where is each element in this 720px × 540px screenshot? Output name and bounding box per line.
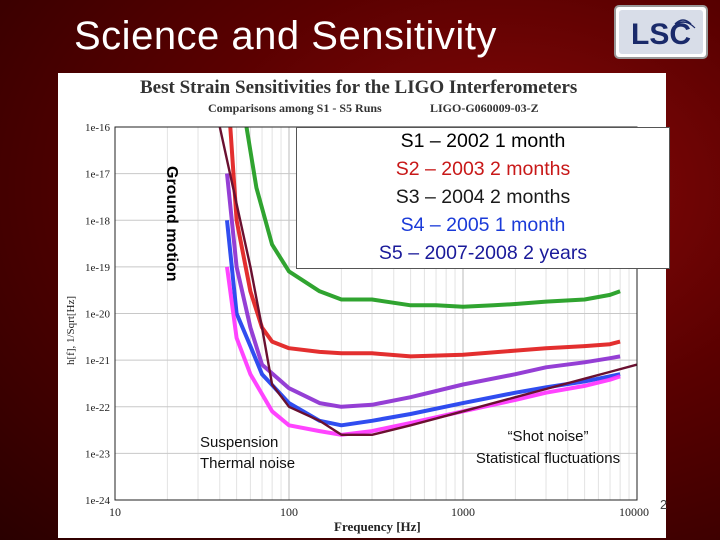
run-s5: S5 – 2007-2008 2 years bbox=[378, 242, 588, 264]
series-s4 bbox=[225, 220, 621, 428]
y-tick-label: 1e-21 bbox=[85, 355, 110, 367]
run-s3: S3 – 2004 2 months bbox=[395, 186, 571, 208]
y-tick-label: 1e-18 bbox=[85, 215, 111, 227]
axis-ticks: 10 100 1000 10000 1e-16 1e-17 1e-18 1e-19 1e-20 1… bbox=[85, 122, 649, 519]
x-tick-label: 100 bbox=[280, 505, 298, 519]
x-tick-label: 10 bbox=[109, 505, 121, 519]
page-number: 2 bbox=[660, 497, 668, 512]
run-s4: S4 – 2005 1 month bbox=[400, 214, 566, 236]
x-tick-label: 10000 bbox=[619, 505, 649, 519]
slide-title: Science and Sensitivity bbox=[74, 14, 497, 58]
shot-noise-line-1: “Shot noise” bbox=[507, 428, 589, 445]
y-tick-label: 1e-22 bbox=[85, 402, 110, 414]
series-s1 bbox=[244, 126, 621, 309]
series-s5 bbox=[225, 266, 621, 437]
shot-noise-line-2: Statistical fluctuations bbox=[475, 450, 621, 467]
series-lines bbox=[218, 126, 638, 437]
shot-noise-label: “Shot noise” Statistical fluctuations bbox=[450, 426, 646, 470]
y-tick-label: 1e-20 bbox=[85, 309, 111, 321]
run-s2: S2 – 2003 2 months bbox=[395, 158, 571, 180]
x-axis-label: Frequency [Hz] bbox=[334, 519, 421, 534]
y-axis-label: h[f], 1/Sqrt[Hz] bbox=[65, 296, 77, 365]
suspension-line-1: Suspension bbox=[200, 434, 279, 451]
chart-title: Best Strain Sensitivities for the LIGO I… bbox=[140, 77, 577, 98]
y-tick-label: 1e-24 bbox=[85, 495, 111, 507]
series-design-curve bbox=[218, 126, 638, 436]
ground-motion-label: Ground motion bbox=[163, 166, 180, 282]
y-tick-label: 1e-17 bbox=[85, 169, 111, 181]
run-s1: S1 – 2002 1 month bbox=[400, 130, 566, 152]
series-s3 bbox=[225, 173, 621, 409]
y-tick-label: 1e-23 bbox=[85, 448, 111, 460]
chart-subtitle: Comparisons among S1 - S5 Runs bbox=[208, 101, 382, 115]
series-s2 bbox=[228, 126, 621, 359]
y-tick-label: 1e-16 bbox=[85, 122, 111, 134]
suspension-line-2: Thermal noise bbox=[200, 455, 296, 472]
chart-document-id: LIGO-G060009-03-Z bbox=[430, 101, 539, 115]
y-tick-label: 1e-19 bbox=[85, 262, 111, 274]
runs-legend-box: S1 – 2002 1 month S2 – 2003 2 months S3 … bbox=[296, 127, 670, 269]
logo-text: LSC bbox=[631, 18, 691, 51]
suspension-label: Suspension Thermal noise bbox=[200, 432, 295, 474]
x-tick-label: 1000 bbox=[451, 505, 475, 519]
lsc-logo: LSC bbox=[614, 5, 708, 59]
